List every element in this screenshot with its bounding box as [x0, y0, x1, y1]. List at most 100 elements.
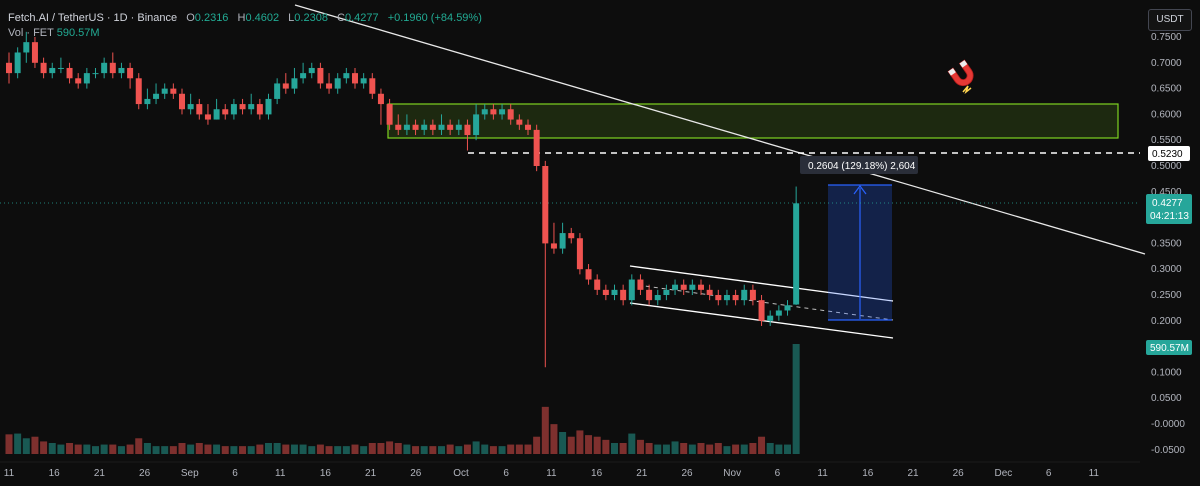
- price-tick-label: 0.3000: [1151, 264, 1182, 275]
- volume-bar: [161, 446, 169, 454]
- volume-bar: [723, 446, 731, 454]
- candle-body: [109, 62, 116, 74]
- time-tick-label: 26: [681, 468, 693, 479]
- price-axis-area[interactable]: [1140, 0, 1200, 486]
- volume-bar: [360, 446, 368, 454]
- time-tick-label: 11: [1089, 468, 1100, 479]
- candle-body: [490, 109, 497, 115]
- volume-bar: [524, 444, 532, 454]
- candle-body: [793, 203, 800, 305]
- currency-button[interactable]: USDT: [1148, 9, 1192, 31]
- trend-line[interactable]: [294, 4, 1146, 255]
- candle-body: [412, 124, 419, 130]
- time-tick-label: 11: [4, 468, 15, 479]
- candle-body: [343, 73, 350, 79]
- volume-bar: [230, 446, 238, 454]
- level-tag-text: 0.5230: [1152, 149, 1183, 160]
- volume-bar: [559, 432, 567, 454]
- time-tick-label: Sep: [181, 468, 199, 479]
- volume-bar: [273, 443, 281, 454]
- candle-body: [646, 289, 653, 301]
- candle-body: [92, 73, 99, 75]
- candle-body: [421, 124, 428, 130]
- candle-body: [775, 310, 782, 316]
- candle-body: [23, 42, 30, 53]
- price-tick-label: 0.2000: [1151, 316, 1182, 327]
- candle-body: [6, 62, 12, 74]
- volume-bar: [412, 446, 420, 454]
- volume-bar: [126, 444, 134, 454]
- candle-body: [403, 124, 410, 130]
- candle-body: [542, 166, 549, 244]
- candle-body: [308, 67, 315, 74]
- volume-bar: [611, 443, 618, 454]
- volume-bar: [169, 446, 177, 454]
- volume-bar: [394, 443, 402, 454]
- symbol-title[interactable]: Fetch.AI / TetherUS · 1D · Binance: [8, 12, 178, 24]
- magnet-icon[interactable]: [947, 59, 977, 89]
- volume-bar: [299, 444, 307, 454]
- low-value: 0.2308: [294, 12, 328, 24]
- candle-body: [507, 109, 514, 120]
- volume-bar: [662, 444, 670, 454]
- candle-body: [758, 300, 765, 321]
- candle-body: [715, 295, 722, 301]
- candle-body: [628, 279, 635, 301]
- volume-bar: [463, 444, 471, 454]
- channel-upper-line[interactable]: [629, 265, 894, 302]
- last-price-tag: 0.4277 04:21:13: [1146, 194, 1192, 224]
- supply-zone[interactable]: [387, 103, 1119, 139]
- volume-bar: [567, 436, 575, 454]
- volume-bar: [628, 433, 636, 454]
- volume-bar: [377, 443, 385, 454]
- time-tick-label: Oct: [453, 468, 469, 479]
- volume-bar: [576, 430, 584, 454]
- volume-bar: [221, 446, 229, 454]
- time-tick-label: 11: [817, 468, 828, 479]
- candle-body: [499, 109, 506, 115]
- volume-bar: [489, 446, 497, 454]
- time-tick-label: 6: [232, 468, 238, 479]
- time-tick-label: 21: [636, 468, 648, 479]
- price-tick-label: 0.4500: [1151, 187, 1182, 198]
- volume-bar: [135, 438, 143, 454]
- candle-body: [204, 114, 211, 120]
- time-tick-label: 16: [49, 468, 61, 479]
- time-tick-label: 6: [775, 468, 781, 479]
- volume-bar: [541, 406, 549, 454]
- price-tick-label: 0.3500: [1151, 238, 1182, 249]
- candle-body: [248, 104, 255, 110]
- volume-bar: [455, 446, 463, 454]
- level-tag: 0.5230: [1148, 146, 1190, 161]
- volume-bar: [31, 436, 39, 454]
- candle-body: [741, 289, 748, 301]
- change-value: +0.1960 (+84.59%): [387, 12, 482, 24]
- candle-body: [282, 83, 289, 89]
- volume-bar: [472, 441, 480, 454]
- candle-body: [239, 104, 246, 110]
- candle-body: [620, 289, 627, 301]
- volume-bar: [187, 444, 195, 454]
- volume-bar: [671, 441, 679, 454]
- candle-body: [334, 78, 341, 89]
- candle-body: [698, 284, 704, 290]
- candle-body: [213, 109, 220, 120]
- volume-bar: [316, 444, 324, 454]
- candle-body: [317, 67, 324, 84]
- volume-bar: [265, 443, 272, 454]
- volume-bar: [481, 444, 489, 454]
- volume-bar: [446, 444, 454, 454]
- volume-legend[interactable]: Vol · FET 590.57M: [8, 27, 100, 39]
- volume-bar: [420, 446, 428, 454]
- volume-bar: [636, 439, 644, 454]
- time-tick-label: 6: [503, 468, 509, 479]
- price-tick-label: 0.1000: [1151, 367, 1182, 378]
- candle-body: [602, 289, 609, 295]
- price-tick-label: 0.7500: [1151, 32, 1182, 43]
- volume-tag-text: 590.57M: [1150, 343, 1189, 354]
- volume-bar: [792, 344, 800, 454]
- volume-bar: [688, 444, 696, 454]
- candle-body: [101, 62, 108, 74]
- candle-body: [533, 129, 540, 166]
